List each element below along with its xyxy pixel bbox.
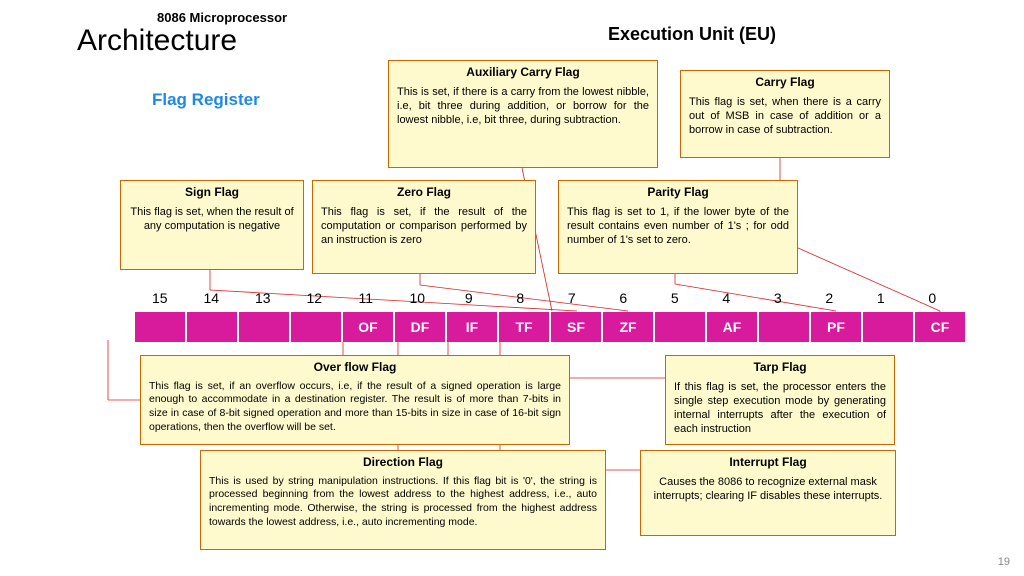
box-body: This flag is set, when there is a carry … [689, 95, 881, 138]
flag-register-row: OFDFIFTFSFZF AF PF CF [135, 312, 967, 342]
box-body: This flag is set, when the result of any… [129, 205, 295, 234]
box-body: Causes the 8086 to recognize external ma… [649, 475, 887, 504]
bit-index: 11 [340, 290, 392, 306]
zero-flag-box: Zero Flag This flag is set, if the resul… [312, 180, 536, 274]
flag-cell: PF [811, 312, 861, 342]
flag-cell: TF [499, 312, 549, 342]
bit-index: 0 [907, 290, 959, 306]
box-title: Parity Flag [567, 185, 789, 201]
main-title: Architecture [77, 24, 237, 58]
flag-cell [239, 312, 289, 342]
box-body: This flag is set, if the result of the c… [321, 205, 527, 248]
bit-index: 8 [495, 290, 547, 306]
bit-index: 4 [701, 290, 753, 306]
interrupt-flag-box: Interrupt Flag Causes the 8086 to recogn… [640, 450, 896, 536]
bit-index: 7 [546, 290, 598, 306]
box-body: This is used by string manipulation inst… [209, 475, 597, 530]
subtitle: 8086 Microprocessor [157, 10, 287, 25]
box-title: Over flow Flag [149, 360, 561, 376]
box-title: Zero Flag [321, 185, 527, 201]
flag-cell: ZF [603, 312, 653, 342]
box-title: Interrupt Flag [649, 455, 887, 471]
bit-index: 9 [443, 290, 495, 306]
flag-cell [759, 312, 809, 342]
flag-cell [655, 312, 705, 342]
bit-index: 10 [392, 290, 444, 306]
bit-index: 15 [134, 290, 186, 306]
auxiliary-carry-flag-box: Auxiliary Carry Flag This is set, if the… [388, 60, 658, 168]
bit-index: 5 [649, 290, 701, 306]
flag-cell: CF [915, 312, 965, 342]
flag-cell [187, 312, 237, 342]
bit-index-row: 1514131211109876543210 [134, 290, 958, 306]
box-title: Carry Flag [689, 75, 881, 91]
bit-index: 1 [855, 290, 907, 306]
bit-index: 14 [186, 290, 238, 306]
bit-index: 13 [237, 290, 289, 306]
box-body: If this flag is set, the processor enter… [674, 380, 886, 437]
flag-cell [135, 312, 185, 342]
box-title: Auxiliary Carry Flag [397, 65, 649, 81]
parity-flag-box: Parity Flag This flag is set to 1, if th… [558, 180, 798, 274]
carry-flag-box: Carry Flag This flag is set, when there … [680, 70, 890, 158]
box-title: Direction Flag [209, 455, 597, 471]
flag-cell: OF [343, 312, 393, 342]
flag-cell: IF [447, 312, 497, 342]
trap-flag-box: Tarp Flag If this flag is set, the proce… [665, 355, 895, 445]
flag-cell: AF [707, 312, 757, 342]
box-title: Sign Flag [129, 185, 295, 201]
bit-index: 12 [289, 290, 341, 306]
box-body: This is set, if there is a carry from th… [397, 85, 649, 128]
overflow-flag-box: Over flow Flag This flag is set, if an o… [140, 355, 570, 445]
execution-unit-heading: Execution Unit (EU) [608, 24, 776, 45]
box-title: Tarp Flag [674, 360, 886, 376]
box-body: This flag is set, if an overflow occurs,… [149, 380, 561, 435]
flag-cell: DF [395, 312, 445, 342]
bit-index: 2 [804, 290, 856, 306]
page-number: 19 [998, 556, 1010, 568]
box-body: This flag is set to 1, if the lower byte… [567, 205, 789, 248]
flag-cell [863, 312, 913, 342]
flag-cell [291, 312, 341, 342]
sign-flag-box: Sign Flag This flag is set, when the res… [120, 180, 304, 270]
flag-cell: SF [551, 312, 601, 342]
flag-register-heading: Flag Register [152, 90, 260, 110]
direction-flag-box: Direction Flag This is used by string ma… [200, 450, 606, 550]
bit-index: 3 [752, 290, 804, 306]
bit-index: 6 [598, 290, 650, 306]
